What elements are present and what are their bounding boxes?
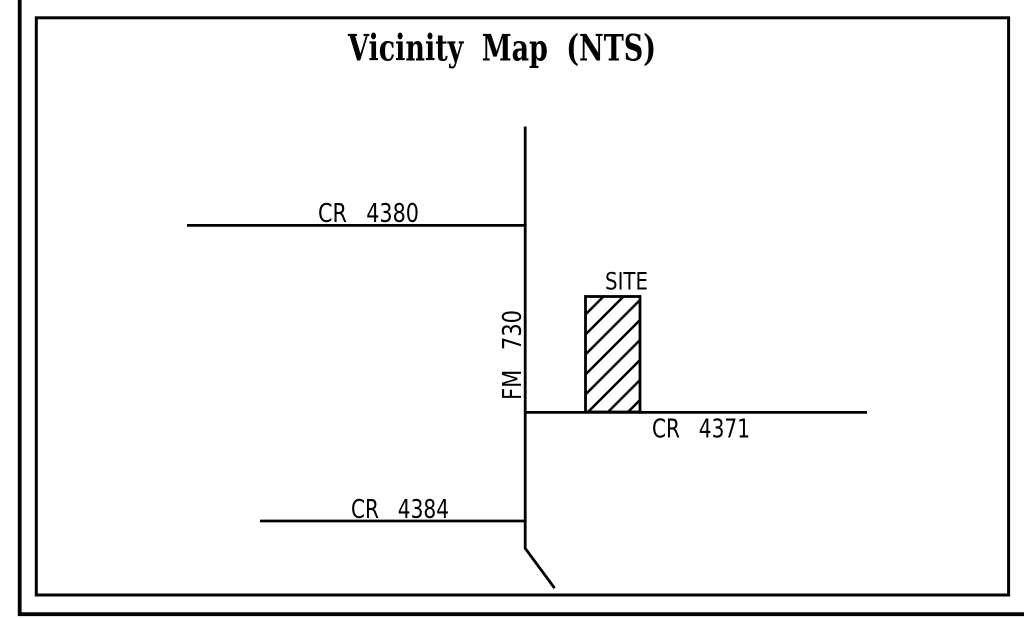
road-line-fm-730 xyxy=(523,126,556,590)
road-label-cr-4371: CR 4371 xyxy=(652,415,750,445)
road-label-cr-4380: CR 4380 xyxy=(318,199,419,229)
site-label: SITE xyxy=(605,268,648,296)
map-frame xyxy=(34,16,1011,597)
map-title: Vicinity Map (NTS) xyxy=(347,27,656,69)
road-label-fm-730: FM 730 xyxy=(498,310,528,400)
road-label-cr-4384: CR 4384 xyxy=(351,495,449,525)
outer-sheet-border xyxy=(17,0,1024,617)
site-parcel xyxy=(584,295,642,414)
